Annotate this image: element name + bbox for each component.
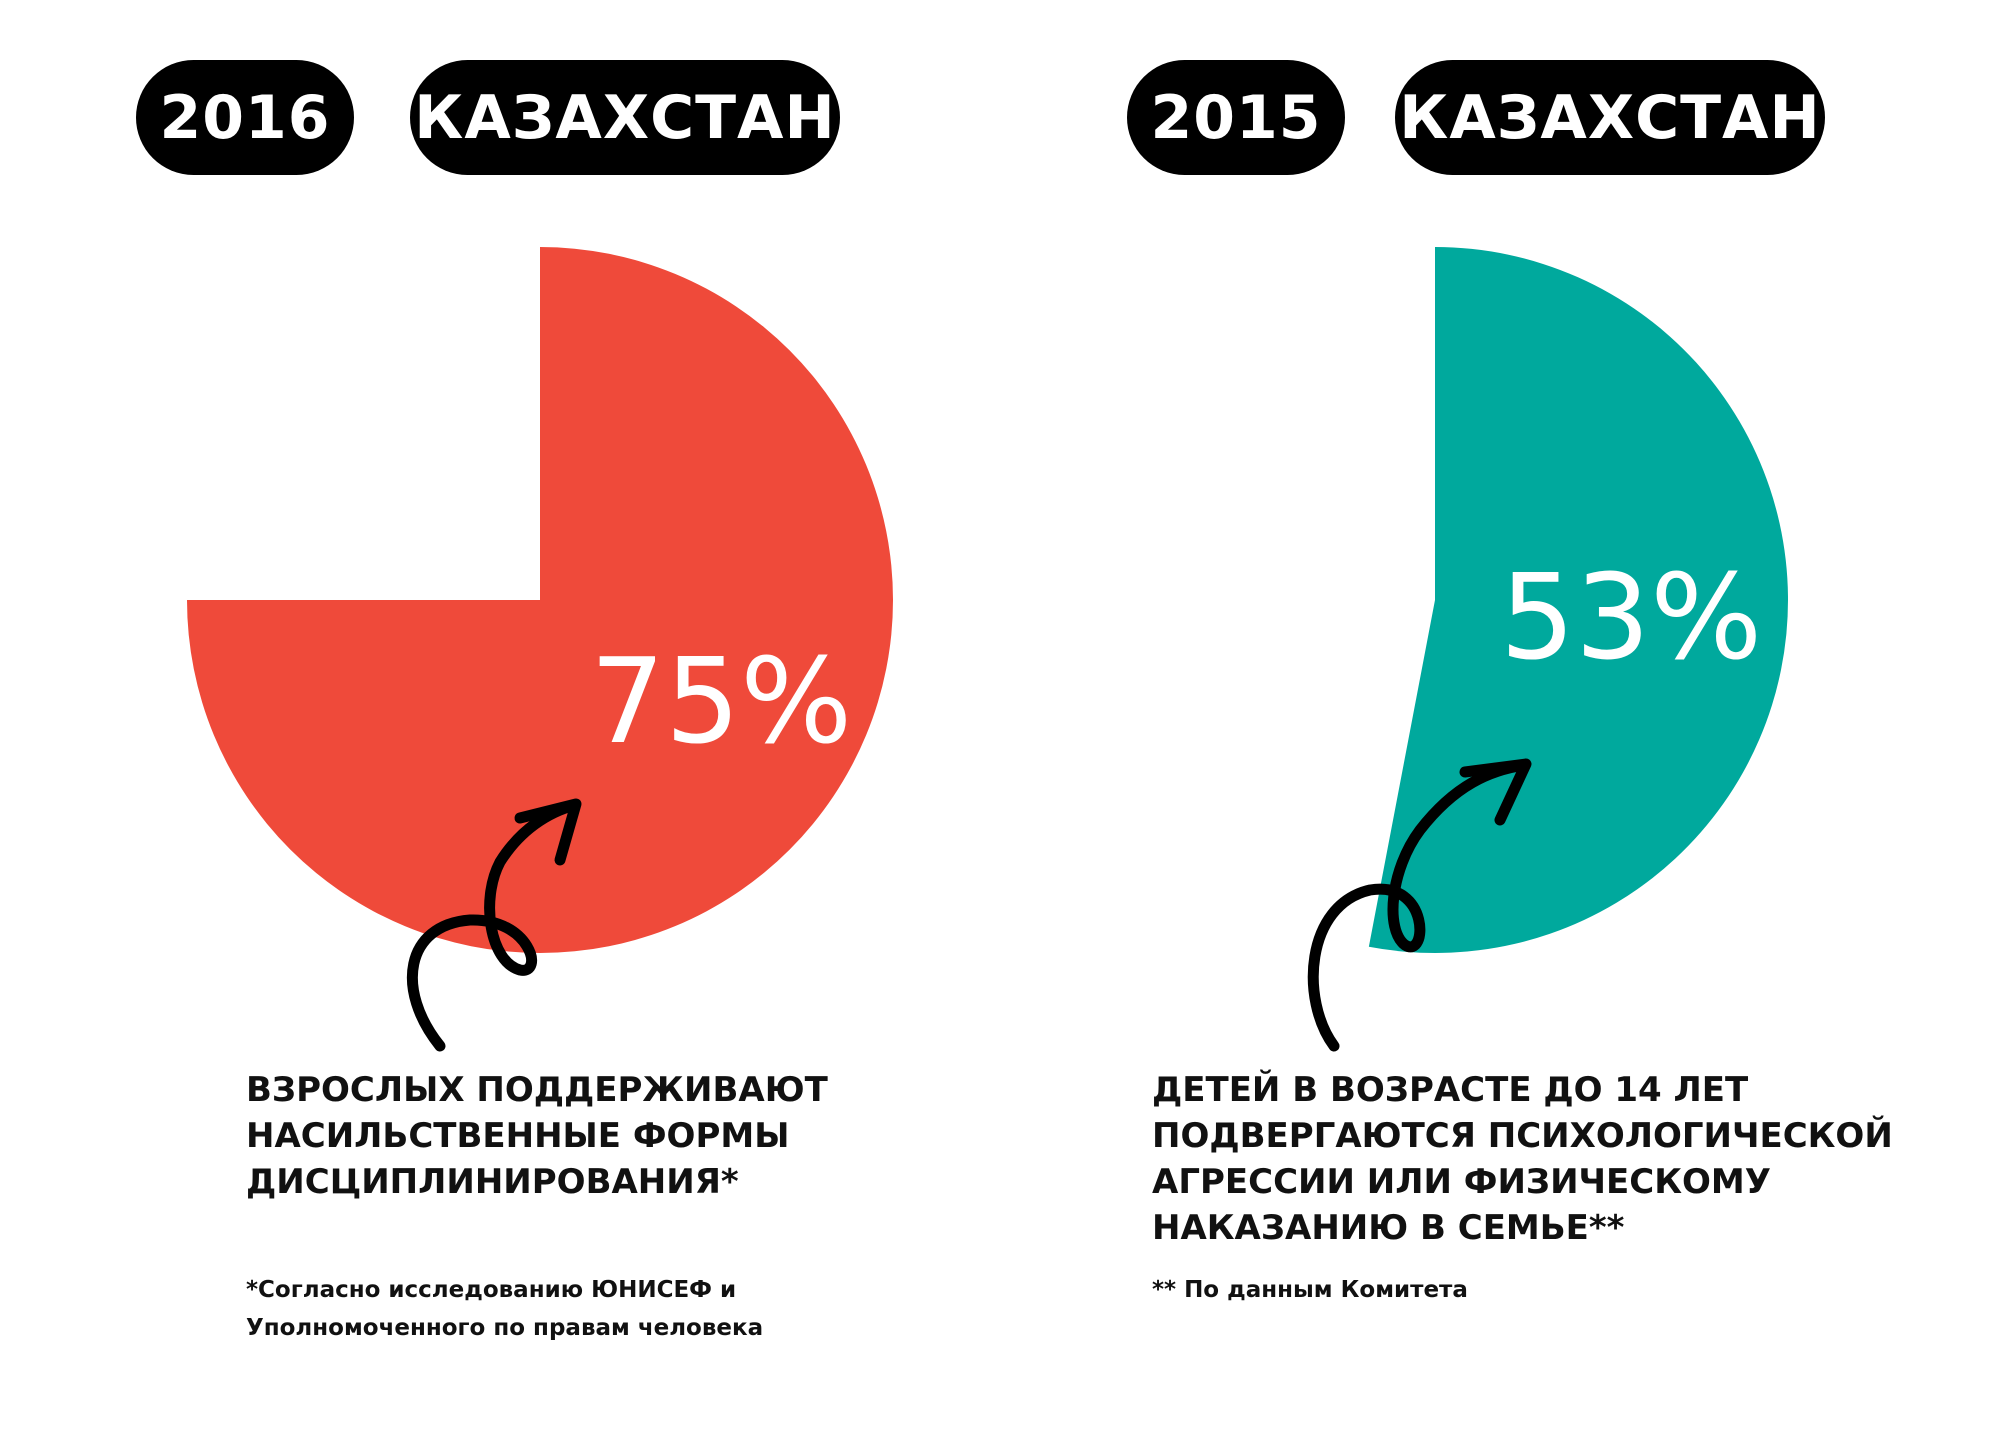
percent-label-children: 53% bbox=[1500, 548, 1762, 686]
year-badge-2016: 2016 bbox=[136, 60, 354, 175]
percent-label-adults: 75% bbox=[590, 632, 852, 770]
footnote-children: ** По данным Комитета bbox=[1152, 1277, 1468, 1303]
curly-arrow-icon bbox=[1307, 758, 1532, 1052]
region-badge-left: КАЗАХСТАН bbox=[410, 60, 840, 175]
region-badge-right: КАЗАХСТАН bbox=[1395, 60, 1825, 175]
footnote-adults: *Согласно исследованию ЮНИСЕФ и Уполномо… bbox=[246, 1277, 764, 1341]
caption-adults: ВЗРОСЛЫХ ПОДДЕРЖИВАЮТ НАСИЛЬСТВЕННЫЕ ФОР… bbox=[246, 1070, 828, 1202]
year-label: 2015 bbox=[1150, 82, 1322, 153]
region-label: КАЗАХСТАН bbox=[1399, 82, 1821, 153]
curly-arrow-icon bbox=[406, 798, 582, 1052]
year-label: 2016 bbox=[159, 82, 331, 153]
caption-children: ДЕТЕЙ В ВОЗРАСТЕ ДО 14 ЛЕТ ПОДВЕРГАЮТСЯ … bbox=[1152, 1070, 1893, 1248]
year-badge-2015: 2015 bbox=[1127, 60, 1345, 175]
region-label: КАЗАХСТАН bbox=[414, 82, 836, 153]
pie-slice-adults bbox=[187, 247, 893, 953]
